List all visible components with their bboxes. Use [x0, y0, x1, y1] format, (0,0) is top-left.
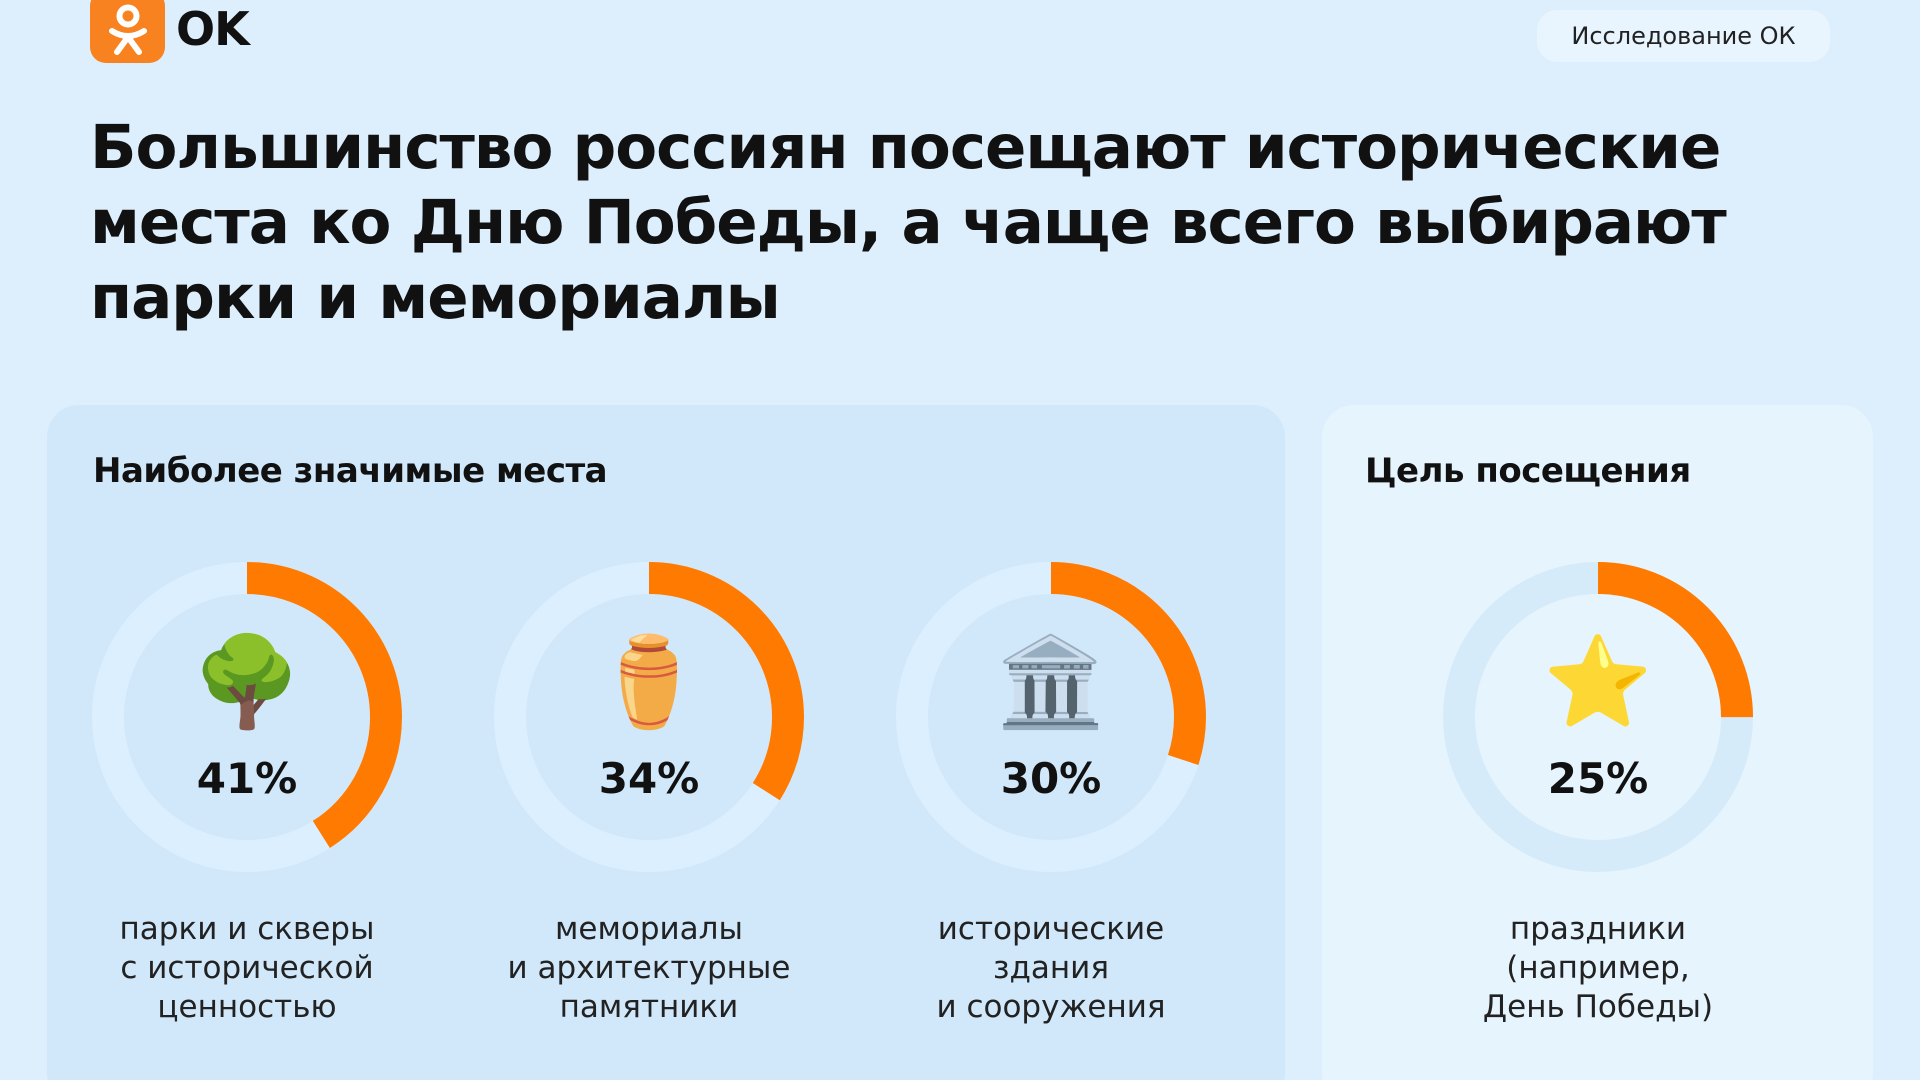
- percent-value: 34%: [598, 754, 700, 803]
- donut-chart: 🏛️ 30%: [896, 562, 1206, 872]
- purpose-panel: Цель посещения ⭐ 25% праздники (например…: [1322, 405, 1873, 1080]
- urn-icon: ⚱️: [594, 630, 704, 733]
- page-title: Большинство россиян посещают исторически…: [90, 112, 1727, 333]
- places-panel: Наиболее значимые места 🌳 41% парки и ск…: [47, 405, 1285, 1080]
- star-icon: ⭐: [1543, 630, 1653, 733]
- ok-logo: [90, 0, 165, 63]
- purpose-item-holidays: ⭐ 25% праздники (например, День Победы): [1398, 562, 1798, 1027]
- place-item-parks: 🌳 41% парки и скверы с исторической ценн…: [47, 562, 447, 1027]
- item-label: праздники (например, День Победы): [1482, 911, 1714, 1025]
- percent-value: 25%: [1547, 754, 1649, 803]
- donut-chart: ⚱️ 34%: [494, 562, 804, 872]
- place-item-memorials: ⚱️ 34% мемориалы и архитектурные памятни…: [449, 562, 849, 1027]
- places-heading: Наиболее значимые места: [93, 451, 608, 491]
- donut-chart: 🌳 41%: [92, 562, 402, 872]
- item-label: исторические здания и сооружения: [936, 911, 1166, 1025]
- tree-icon: 🌳: [192, 630, 302, 733]
- research-badge: Исследование ОК: [1537, 10, 1830, 62]
- item-label: парки и скверы с исторической ценностью: [119, 911, 375, 1025]
- percent-value: 30%: [1000, 754, 1102, 803]
- place-item-buildings: 🏛️ 30% исторические здания и сооружения: [851, 562, 1251, 1027]
- percent-value: 41%: [196, 754, 298, 803]
- donut-chart: ⭐ 25%: [1443, 562, 1753, 872]
- ok-person-icon: [108, 4, 147, 55]
- item-label: мемориалы и архитектурные памятники: [507, 911, 791, 1025]
- classical-building-icon: 🏛️: [996, 630, 1106, 733]
- purpose-heading: Цель посещения: [1365, 451, 1691, 491]
- brand-name: OK: [176, 2, 250, 56]
